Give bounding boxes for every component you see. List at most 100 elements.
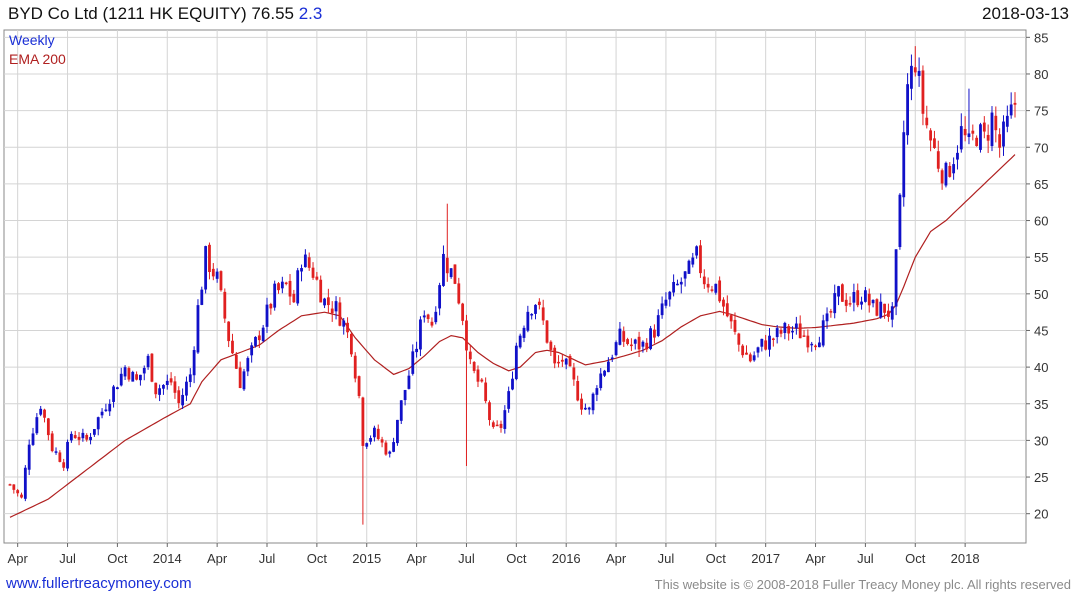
candle-body (603, 370, 606, 376)
candle-body (342, 320, 346, 327)
candle-body (683, 271, 687, 279)
x-tick-label: Oct (107, 551, 128, 566)
candle-body (898, 194, 902, 248)
chart-title: BYD Co Ltd (1211 HK EQUITY) 76.55 2.3 (8, 4, 322, 24)
candle-body (419, 319, 422, 350)
candle-body (959, 126, 963, 150)
candle-body (599, 373, 603, 389)
candle-body (507, 391, 511, 409)
candle-body (929, 130, 933, 141)
legend-ema-200: EMA 200 (9, 51, 66, 67)
candle-body (986, 134, 990, 141)
x-tick-label: 2017 (751, 551, 780, 566)
candle-body (426, 314, 430, 320)
copyright-notice: This website is © 2008-2018 Fuller Treac… (654, 577, 1071, 592)
candle-body (89, 436, 92, 441)
candle-body (265, 304, 269, 327)
candle-body (748, 354, 752, 362)
candle-body (737, 333, 741, 345)
candle-body (81, 432, 85, 439)
candle-body (119, 373, 123, 386)
candle-body (300, 268, 303, 272)
candle-body (645, 342, 649, 350)
candle-body (894, 249, 898, 307)
candle-body (568, 355, 572, 367)
candle-body (948, 165, 952, 177)
candle-body (127, 368, 131, 380)
candle-body (376, 428, 380, 440)
x-tick-label: Jul (59, 551, 76, 566)
candle-body (215, 271, 219, 279)
candle-body (62, 462, 66, 468)
candle-body (254, 336, 257, 346)
candle-body (319, 279, 323, 303)
candle-body (116, 387, 119, 390)
title-text: BYD Co Ltd (1211 HK EQUITY) 76.55 (8, 4, 294, 23)
candle-body (188, 374, 192, 383)
candle-body (791, 330, 794, 333)
x-tick-label: Apr (406, 551, 427, 566)
candle-body (415, 348, 419, 353)
site-link[interactable]: www.fullertreacymoney.com (6, 575, 192, 592)
y-tick-label: 60 (1034, 214, 1048, 229)
x-tick-label: Apr (805, 551, 826, 566)
candle-body (936, 151, 940, 169)
candle-body (146, 355, 150, 368)
candle-body (388, 451, 392, 454)
candle-body (438, 285, 442, 309)
candle-body (273, 283, 277, 308)
x-tick-label: 2015 (352, 551, 381, 566)
candle-body (8, 484, 12, 486)
candle-body (852, 292, 856, 303)
candle-body (537, 301, 541, 306)
x-tick-label: Oct (506, 551, 527, 566)
candle-body (39, 408, 43, 415)
candle-body (518, 335, 522, 348)
candle-body (399, 400, 403, 421)
candle-body (944, 162, 948, 186)
candle-body (864, 290, 867, 302)
x-tick-label: Oct (706, 551, 727, 566)
candle-body (338, 302, 342, 326)
candle-body (840, 284, 844, 302)
candle-body (326, 297, 330, 306)
candle-body (921, 70, 925, 114)
candle-body (66, 441, 69, 469)
candle-body (173, 381, 177, 393)
candle-body (710, 289, 714, 291)
candle-body (672, 281, 676, 293)
candle-body (238, 367, 242, 388)
candle-body (311, 267, 315, 278)
candle-body (810, 343, 814, 346)
candle-body (564, 358, 568, 365)
candle-body (23, 467, 27, 499)
legend-weekly: Weekly (9, 32, 55, 48)
y-tick-label: 65 (1034, 177, 1048, 192)
candle-body (231, 340, 234, 354)
candle-body (85, 434, 89, 440)
candle-body (940, 170, 944, 184)
candle-body (499, 423, 503, 428)
candle-body (108, 403, 112, 412)
candle-body (185, 381, 188, 396)
y-tick-label: 20 (1034, 507, 1048, 522)
candle-body (465, 320, 468, 351)
candle-body (442, 253, 445, 286)
y-tick-label: 75 (1034, 104, 1048, 119)
candle-body (979, 124, 982, 150)
candle-body (952, 164, 956, 174)
candle-body (430, 321, 434, 326)
candle-body (829, 311, 833, 313)
candle-body (12, 484, 16, 490)
candle-body (1005, 115, 1009, 127)
x-tick-label: Apr (606, 551, 627, 566)
x-tick-label: Jul (658, 551, 675, 566)
plot-area-border (3, 29, 1027, 544)
candle-body (906, 84, 909, 136)
candle-body (69, 433, 73, 441)
candle-body (491, 422, 495, 427)
candle-body (150, 353, 154, 382)
candle-body (925, 117, 929, 126)
candle-body (330, 308, 334, 314)
candle-body (303, 254, 307, 268)
